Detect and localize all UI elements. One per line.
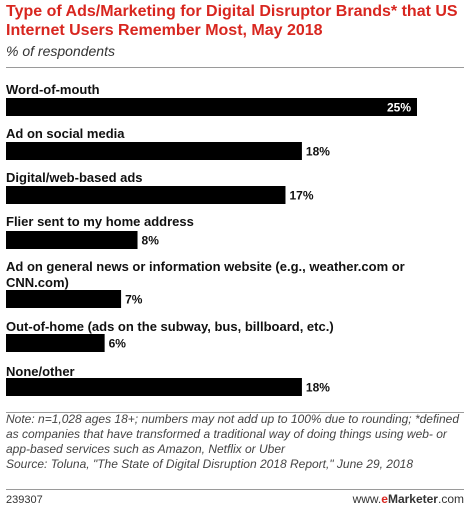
footer-divider xyxy=(6,489,464,490)
value-label: 8% xyxy=(142,234,160,248)
category-label: Flier sent to my home address xyxy=(6,214,194,229)
value-label: 18% xyxy=(306,145,330,159)
top-divider xyxy=(6,67,464,68)
note-text: Note: n=1,028 ages 18+; numbers may not … xyxy=(6,412,459,456)
category-label: Word-of-mouth xyxy=(6,82,100,97)
source-text: Source: Toluna, "The State of Digital Di… xyxy=(6,457,413,471)
bar xyxy=(6,378,302,396)
notes-divider xyxy=(6,412,464,413)
bar xyxy=(6,186,286,204)
bar xyxy=(6,98,417,116)
value-label: 18% xyxy=(306,381,330,395)
value-label: 7% xyxy=(125,293,143,307)
category-label: Ad on general news or information websit… xyxy=(6,259,405,290)
category-label: Out-of-home (ads on the subway, bus, bil… xyxy=(6,319,334,334)
chart-notes: Note: n=1,028 ages 18+; numbers may not … xyxy=(6,412,464,472)
bar xyxy=(6,142,302,160)
value-label: 6% xyxy=(109,337,127,351)
chart-title: Type of Ads/Marketing for Digital Disrup… xyxy=(6,3,458,39)
value-label: 25% xyxy=(387,101,411,115)
emarketer-logo: www.eMarketer.com xyxy=(352,492,464,506)
category-label: Ad on social media xyxy=(6,126,125,141)
chart-id: 239307 xyxy=(6,494,43,506)
chart-subtitle: % of respondents xyxy=(6,43,115,59)
bar-chart: Word-of-mouth 25% Ad on social media 18% Dig… xyxy=(6,82,417,396)
bar xyxy=(6,290,122,308)
bar xyxy=(6,231,138,249)
category-label: None/other xyxy=(6,364,75,379)
bar xyxy=(6,334,105,352)
value-label: 17% xyxy=(289,189,313,203)
category-label: Digital/web-based ads xyxy=(6,170,143,185)
